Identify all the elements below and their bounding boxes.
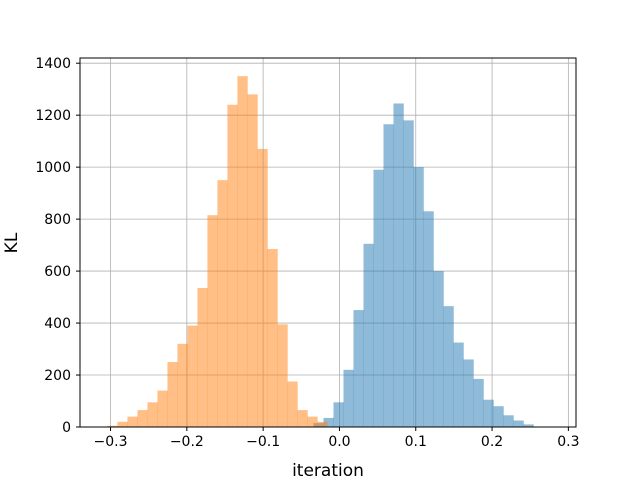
y-tick-label: 400: [44, 316, 71, 332]
histogram-bar: [187, 325, 198, 427]
y-axis: 0 200 400 600 800 1000 1200 1400: [35, 56, 80, 436]
histogram-bar: [433, 271, 444, 427]
histogram-bar: [147, 402, 158, 427]
y-tick-label: 1000: [35, 160, 71, 176]
histogram-bar: [217, 180, 228, 427]
histogram-bar: [277, 324, 288, 427]
histogram-bar: [157, 390, 168, 427]
histogram-bar: [207, 215, 218, 427]
x-tick-label: 0.3: [557, 434, 579, 450]
histogram-bar: [287, 381, 298, 427]
y-axis-label: KL: [2, 232, 22, 253]
histogram-bar: [197, 287, 208, 427]
histogram-bar: [373, 169, 384, 427]
histogram-bar: [493, 406, 504, 427]
histogram-bar: [443, 306, 454, 427]
x-tick-label: 0.0: [328, 434, 350, 450]
histogram-bar: [483, 399, 494, 427]
histogram-bar: [323, 417, 334, 427]
x-tick-label: 0.1: [405, 434, 427, 450]
histogram-bar: [307, 416, 318, 427]
histogram-bar: [297, 410, 308, 427]
histogram-bar: [137, 410, 148, 427]
y-tick-label: 1400: [35, 56, 71, 72]
histogram-bar: [513, 420, 524, 427]
histogram-bar: [167, 362, 178, 427]
histogram-bar: [363, 243, 374, 427]
histogram-bar: [473, 378, 484, 427]
histogram-bar: [107, 425, 118, 427]
histogram-bars: [107, 76, 534, 428]
histogram-bar: [353, 310, 364, 427]
plot-frame: [79, 57, 577, 428]
x-tick-label: 0.2: [481, 434, 503, 450]
histogram-bar: [247, 94, 258, 427]
histogram-bar: [237, 76, 248, 428]
y-tick-label: 1200: [35, 108, 71, 124]
histogram-bar: [333, 402, 344, 427]
x-tick-label: −0.2: [170, 434, 204, 450]
x-tick-label: −0.1: [246, 434, 280, 450]
histogram-bar: [453, 342, 464, 427]
histogram-bar: [317, 421, 328, 427]
y-tick-label: 200: [44, 368, 71, 384]
x-axis: −0.3 −0.2 −0.1 0.0 0.1 0.2 0.3: [94, 427, 580, 450]
histogram-bar: [383, 124, 394, 427]
histogram-bar: [127, 416, 138, 427]
histogram-bar: [523, 424, 534, 427]
histogram-bar: [117, 421, 128, 427]
histogram-bar: [393, 103, 404, 428]
histogram-bar: [463, 359, 474, 427]
histogram-bar: [227, 104, 238, 427]
histogram-bar: [267, 248, 278, 427]
histogram-bar: [413, 167, 424, 427]
x-tick-label: −0.3: [94, 434, 128, 450]
histogram-bar: [503, 415, 514, 427]
y-tick-label: 800: [44, 212, 71, 228]
histogram-bar: [343, 369, 354, 427]
histogram-bar: [403, 120, 414, 427]
histogram-bar: [177, 343, 188, 427]
y-tick-label: 0: [62, 420, 71, 436]
y-tick-label: 600: [44, 264, 71, 280]
histogram-bar: [423, 211, 434, 427]
x-axis-label: iteration: [292, 461, 364, 480]
histogram-bar: [257, 148, 268, 428]
